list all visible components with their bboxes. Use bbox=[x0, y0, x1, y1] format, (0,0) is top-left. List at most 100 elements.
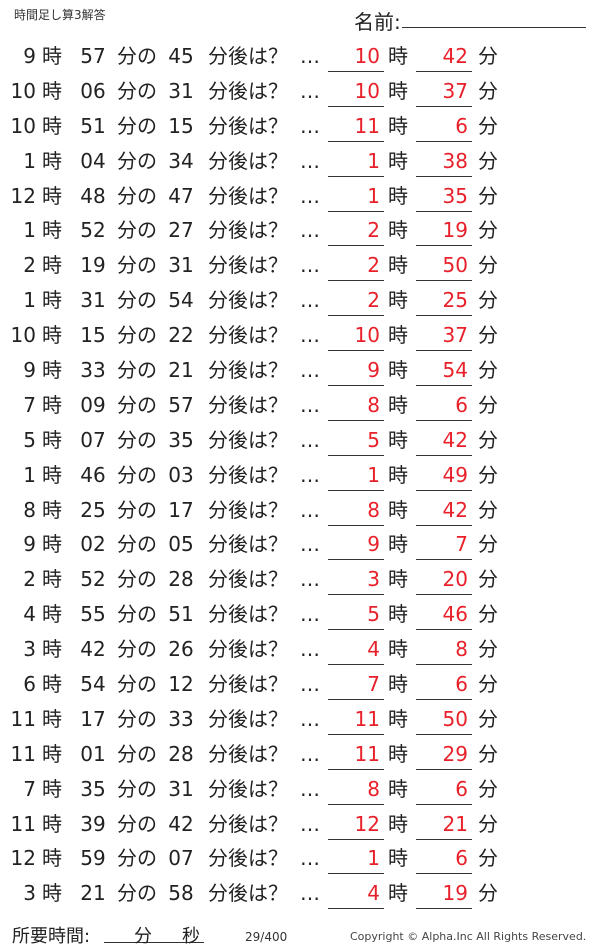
hour-label: 時 bbox=[42, 358, 62, 383]
answer-minute: 35 bbox=[442, 183, 468, 208]
added-minutes: 31 bbox=[168, 78, 194, 103]
footer: 所要時間: 分 秒 29/400 Copyright © Alpha.Inc A… bbox=[0, 920, 600, 949]
minutes-after-label: 分後は？ bbox=[208, 218, 288, 243]
answer-hour-line bbox=[328, 175, 384, 177]
start-minute: 09 bbox=[80, 392, 106, 417]
answer-hour-label: 時 bbox=[388, 218, 408, 243]
ellipsis: … bbox=[300, 218, 320, 243]
problem-row: 5 時 07 分の 35 分後は？… 5 時 42 分 bbox=[0, 424, 600, 459]
answer-hour: 1 bbox=[367, 462, 380, 487]
answer-minute-label: 分 bbox=[478, 78, 498, 103]
minutes-after-label: 分後は？ bbox=[208, 44, 288, 68]
answer-minute-line bbox=[416, 524, 472, 526]
hour-label: 時 bbox=[42, 811, 62, 836]
minute-of-label: 分の bbox=[117, 148, 157, 173]
answer-minute: 7 bbox=[455, 532, 468, 557]
added-minutes: 27 bbox=[168, 218, 194, 243]
answer-minute: 37 bbox=[442, 323, 468, 348]
answer-hour-label: 時 bbox=[388, 846, 408, 871]
answer-minute-line bbox=[416, 210, 472, 212]
ellipsis: … bbox=[300, 44, 320, 68]
hour-label: 時 bbox=[42, 253, 62, 278]
answer-hour-line bbox=[328, 664, 384, 666]
answer-minute-label: 分 bbox=[478, 427, 498, 452]
start-hour: 9 bbox=[23, 358, 36, 383]
added-minutes: 31 bbox=[168, 776, 194, 801]
ellipsis: … bbox=[300, 706, 320, 731]
answer-minute-line bbox=[416, 838, 472, 840]
answer-minute-line bbox=[416, 489, 472, 491]
answer-hour: 3 bbox=[367, 567, 380, 592]
answer-minute-line bbox=[416, 629, 472, 631]
added-minutes: 33 bbox=[168, 706, 194, 731]
minute-of-label: 分の bbox=[117, 218, 157, 243]
answer-minute-line bbox=[416, 803, 472, 805]
ellipsis: … bbox=[300, 846, 320, 871]
minute-of-label: 分の bbox=[117, 253, 157, 278]
answer-minute: 6 bbox=[455, 113, 468, 138]
answer-minute-line bbox=[416, 315, 472, 317]
answer-hour-line bbox=[328, 419, 384, 421]
answer-minute-label: 分 bbox=[478, 183, 498, 208]
answer-hour: 1 bbox=[367, 148, 380, 173]
minutes-after-label: 分後は？ bbox=[208, 148, 288, 173]
ellipsis: … bbox=[300, 462, 320, 487]
ellipsis: … bbox=[300, 741, 320, 766]
start-hour: 1 bbox=[23, 462, 36, 487]
problem-row: 1 時 46 分の 03 分後は？… 1 時 49 分 bbox=[0, 459, 600, 494]
minutes-after-label: 分後は？ bbox=[208, 811, 288, 836]
answer-minute-label: 分 bbox=[478, 392, 498, 417]
answer-minute-label: 分 bbox=[478, 288, 498, 313]
minute-of-label: 分の bbox=[117, 811, 157, 836]
answer-hour-line bbox=[328, 629, 384, 631]
ellipsis: … bbox=[300, 253, 320, 278]
minutes-after-label: 分後は？ bbox=[208, 78, 288, 103]
added-minutes: 17 bbox=[168, 497, 194, 522]
ellipsis: … bbox=[300, 392, 320, 417]
start-minute: 59 bbox=[80, 846, 106, 871]
start-hour: 4 bbox=[23, 602, 36, 627]
problem-list: 9 時 57 分の 45 分後は？… 10 時 42 分 10 時 06 分の 31 分後は？… 10 時 37 分 1… bbox=[0, 40, 600, 912]
answer-minute-label: 分 bbox=[478, 672, 498, 697]
answer-hour-label: 時 bbox=[388, 113, 408, 138]
hour-label: 時 bbox=[42, 672, 62, 697]
answer-hour-line bbox=[328, 280, 384, 282]
minute-of-label: 分の bbox=[117, 427, 157, 452]
minute-of-label: 分の bbox=[117, 602, 157, 627]
answer-hour: 1 bbox=[367, 846, 380, 871]
answer-minute-label: 分 bbox=[478, 706, 498, 731]
answer-hour: 2 bbox=[367, 218, 380, 243]
ellipsis: … bbox=[300, 288, 320, 313]
minute-of-label: 分の bbox=[117, 706, 157, 731]
problem-row: 10 時 51 分の 15 分後は？… 11 時 6 分 bbox=[0, 110, 600, 145]
minutes-after-label: 分後は？ bbox=[208, 183, 288, 208]
answer-hour: 10 bbox=[354, 323, 380, 348]
minutes-after-label: 分後は？ bbox=[208, 881, 288, 906]
minutes-after-label: 分後は？ bbox=[208, 427, 288, 452]
answer-hour-label: 時 bbox=[388, 741, 408, 766]
problem-row: 9 時 57 分の 45 分後は？… 10 時 42 分 bbox=[0, 40, 600, 75]
answer-minute-label: 分 bbox=[478, 462, 498, 487]
hour-label: 時 bbox=[42, 776, 62, 801]
start-minute: 57 bbox=[80, 44, 106, 68]
answer-minute-line bbox=[416, 71, 472, 72]
answer-minute: 6 bbox=[455, 846, 468, 871]
start-minute: 15 bbox=[80, 323, 106, 348]
answer-minute-line bbox=[416, 594, 472, 596]
ellipsis: … bbox=[300, 637, 320, 662]
added-minutes: 22 bbox=[168, 323, 194, 348]
problem-row: 3 時 21 分の 58 分後は？… 4 時 19 分 bbox=[0, 877, 600, 912]
answer-minute-label: 分 bbox=[478, 358, 498, 383]
start-hour: 11 bbox=[10, 741, 36, 766]
problem-row: 9 時 02 分の 05 分後は？… 9 時 7 分 bbox=[0, 528, 600, 563]
answer-minute-line bbox=[416, 908, 472, 910]
answer-hour-line bbox=[328, 908, 384, 910]
added-minutes: 47 bbox=[168, 183, 194, 208]
answer-hour: 11 bbox=[354, 113, 380, 138]
minute-of-label: 分の bbox=[117, 532, 157, 557]
hour-label: 時 bbox=[42, 218, 62, 243]
name-line bbox=[402, 27, 586, 28]
answer-minute: 19 bbox=[442, 218, 468, 243]
answer-hour-label: 時 bbox=[388, 637, 408, 662]
hour-label: 時 bbox=[42, 148, 62, 173]
